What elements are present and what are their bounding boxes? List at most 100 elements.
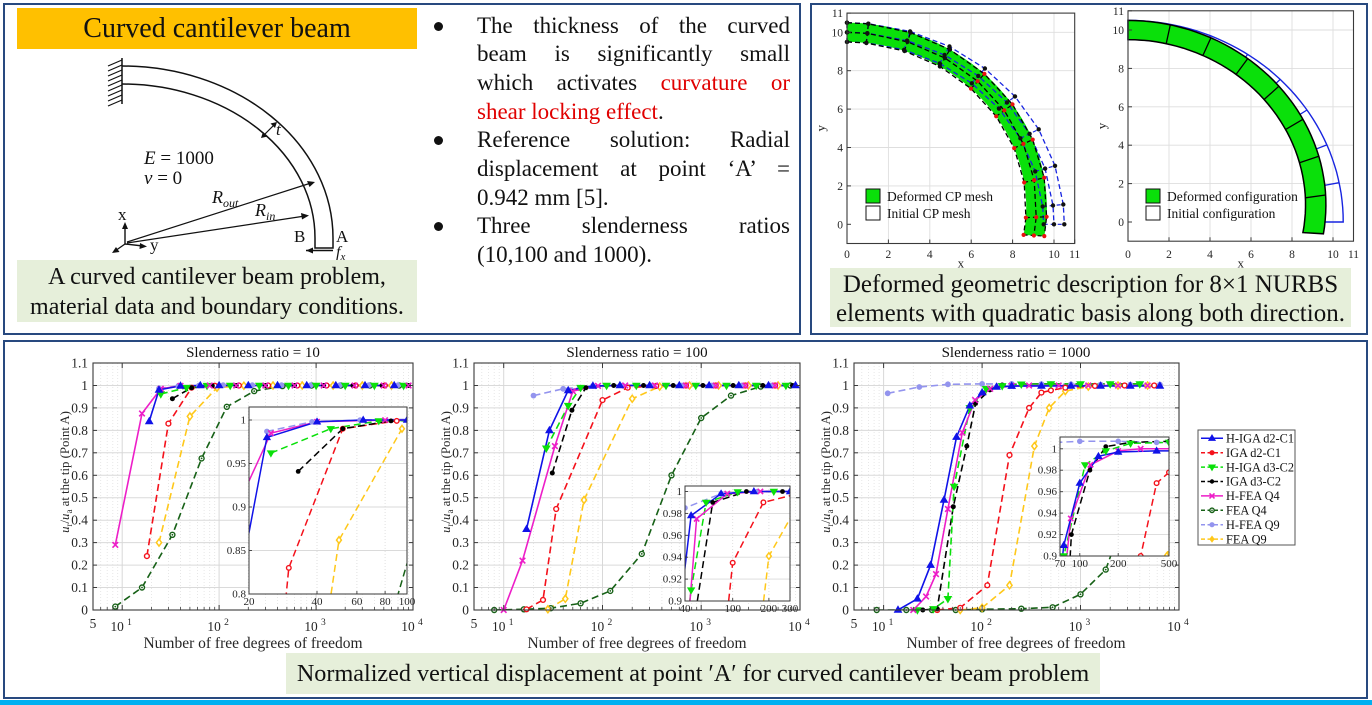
svg-text:0.98: 0.98 xyxy=(1038,465,1058,477)
svg-text:1.1: 1.1 xyxy=(71,356,88,371)
svg-text:Rin: Rin xyxy=(254,200,275,223)
svg-text:10: 10 xyxy=(1113,25,1125,37)
svg-text:10: 10 xyxy=(591,619,605,634)
svg-text:20: 20 xyxy=(244,596,256,608)
svg-text:0.92: 0.92 xyxy=(663,574,682,586)
svg-text:0.8: 0.8 xyxy=(452,423,469,438)
svg-text:8: 8 xyxy=(837,66,843,78)
svg-text:0: 0 xyxy=(462,603,469,618)
svg-text:10: 10 xyxy=(1327,249,1339,261)
svg-text:1: 1 xyxy=(81,378,88,393)
svg-text:0.4: 0.4 xyxy=(71,513,88,528)
svg-text:40: 40 xyxy=(680,603,692,615)
svg-text:0.9: 0.9 xyxy=(452,400,469,415)
svg-text:10: 10 xyxy=(690,619,704,634)
svg-text:0.96: 0.96 xyxy=(663,530,683,542)
svg-text:0.98: 0.98 xyxy=(663,508,683,520)
svg-text:1: 1 xyxy=(1052,443,1058,455)
svg-text:0.8: 0.8 xyxy=(232,589,246,601)
svg-text:0.6: 0.6 xyxy=(452,468,469,483)
svg-text:60: 60 xyxy=(351,596,363,608)
svg-text:10: 10 xyxy=(1048,249,1060,261)
svg-text:2: 2 xyxy=(1166,249,1172,261)
svg-text:y: y xyxy=(813,125,828,132)
svg-text:0.1: 0.1 xyxy=(71,580,88,595)
svg-text:FEA Q4: FEA Q4 xyxy=(1226,504,1267,518)
svg-text:0.4: 0.4 xyxy=(832,513,849,528)
svg-text:10: 10 xyxy=(1167,619,1181,634)
svg-text:0.94: 0.94 xyxy=(1038,508,1058,520)
svg-text:11: 11 xyxy=(832,8,843,20)
svg-text:3: 3 xyxy=(1086,618,1091,628)
svg-text:5: 5 xyxy=(851,616,858,631)
svg-text:0.94: 0.94 xyxy=(663,552,683,564)
svg-text:0.5: 0.5 xyxy=(452,490,469,505)
svg-text:0.3: 0.3 xyxy=(832,535,849,550)
svg-text:0: 0 xyxy=(81,603,88,618)
svg-text:10: 10 xyxy=(970,619,984,634)
svg-text:0.5: 0.5 xyxy=(71,490,88,505)
svg-text:11: 11 xyxy=(1113,6,1124,18)
svg-text:1: 1 xyxy=(509,618,514,628)
svg-text:70: 70 xyxy=(1055,558,1067,570)
svg-text:FEA Q9: FEA Q9 xyxy=(1226,532,1267,546)
svg-text:3: 3 xyxy=(321,618,326,628)
svg-text:IGA d3-C2: IGA d3-C2 xyxy=(1226,475,1281,489)
svg-text:x: x xyxy=(958,256,965,271)
svg-text:0.4: 0.4 xyxy=(452,513,469,528)
svg-text:2: 2 xyxy=(987,618,992,628)
svg-text:ν = 0: ν = 0 xyxy=(144,168,182,189)
svg-text:2: 2 xyxy=(224,618,229,628)
svg-text:IGA d2-C1: IGA d2-C1 xyxy=(1226,446,1281,460)
svg-text:1.1: 1.1 xyxy=(832,356,849,371)
svg-text:H-IGA d3-C2: H-IGA d3-C2 xyxy=(1226,460,1294,474)
svg-text:0.9: 0.9 xyxy=(832,400,849,415)
svg-text:0.96: 0.96 xyxy=(1038,486,1058,498)
svg-text:5: 5 xyxy=(90,616,97,631)
svg-text:10: 10 xyxy=(492,619,506,634)
svg-text:Initial CP mesh: Initial CP mesh xyxy=(887,206,971,221)
svg-text:0.8: 0.8 xyxy=(832,423,849,438)
svg-text:1: 1 xyxy=(241,415,247,427)
svg-text:2: 2 xyxy=(837,181,843,193)
svg-text:200: 200 xyxy=(761,603,778,615)
svg-text:x: x xyxy=(118,205,127,224)
svg-text:2: 2 xyxy=(607,618,612,628)
svg-text:0.2: 0.2 xyxy=(832,558,849,573)
svg-text:10: 10 xyxy=(788,619,802,634)
svg-text:1: 1 xyxy=(842,378,849,393)
svg-text:0: 0 xyxy=(842,603,849,618)
svg-text:H-FEA Q4: H-FEA Q4 xyxy=(1226,489,1280,503)
svg-text:0.1: 0.1 xyxy=(452,580,469,595)
svg-text:4: 4 xyxy=(805,618,810,628)
svg-text:300: 300 xyxy=(782,603,799,615)
svg-text:6: 6 xyxy=(1248,249,1254,261)
svg-text:10: 10 xyxy=(110,619,124,634)
svg-text:4: 4 xyxy=(1207,249,1213,261)
svg-text:0.8: 0.8 xyxy=(71,423,88,438)
svg-text:0.7: 0.7 xyxy=(71,445,88,460)
svg-text:0.6: 0.6 xyxy=(832,468,849,483)
svg-text:1: 1 xyxy=(127,618,132,628)
svg-text:10: 10 xyxy=(304,619,318,634)
svg-text:ur/ua at the tip (Point A): ur/ua at the tip (Point A) xyxy=(439,411,455,533)
svg-text:0.9: 0.9 xyxy=(1043,551,1057,563)
svg-text:0.92: 0.92 xyxy=(1038,529,1057,541)
svg-text:t: t xyxy=(276,120,282,139)
svg-text:11: 11 xyxy=(1348,249,1359,261)
svg-text:0.9: 0.9 xyxy=(668,596,682,608)
svg-text:4: 4 xyxy=(1184,618,1189,628)
svg-text:1: 1 xyxy=(889,618,894,628)
svg-text:Slenderness ratio = 100: Slenderness ratio = 100 xyxy=(566,345,707,361)
svg-text:3: 3 xyxy=(706,618,711,628)
svg-text:fx: fx xyxy=(336,244,345,263)
svg-text:10: 10 xyxy=(401,619,415,634)
svg-text:1.1: 1.1 xyxy=(452,356,469,371)
svg-text:10: 10 xyxy=(872,619,886,634)
svg-text:4: 4 xyxy=(837,143,843,155)
svg-text:0.9: 0.9 xyxy=(71,400,88,415)
svg-text:80: 80 xyxy=(380,596,392,608)
svg-text:100: 100 xyxy=(1072,558,1089,570)
svg-text:0.6: 0.6 xyxy=(71,468,88,483)
svg-text:ur/ua at the tip (Point A): ur/ua at the tip (Point A) xyxy=(58,411,74,533)
